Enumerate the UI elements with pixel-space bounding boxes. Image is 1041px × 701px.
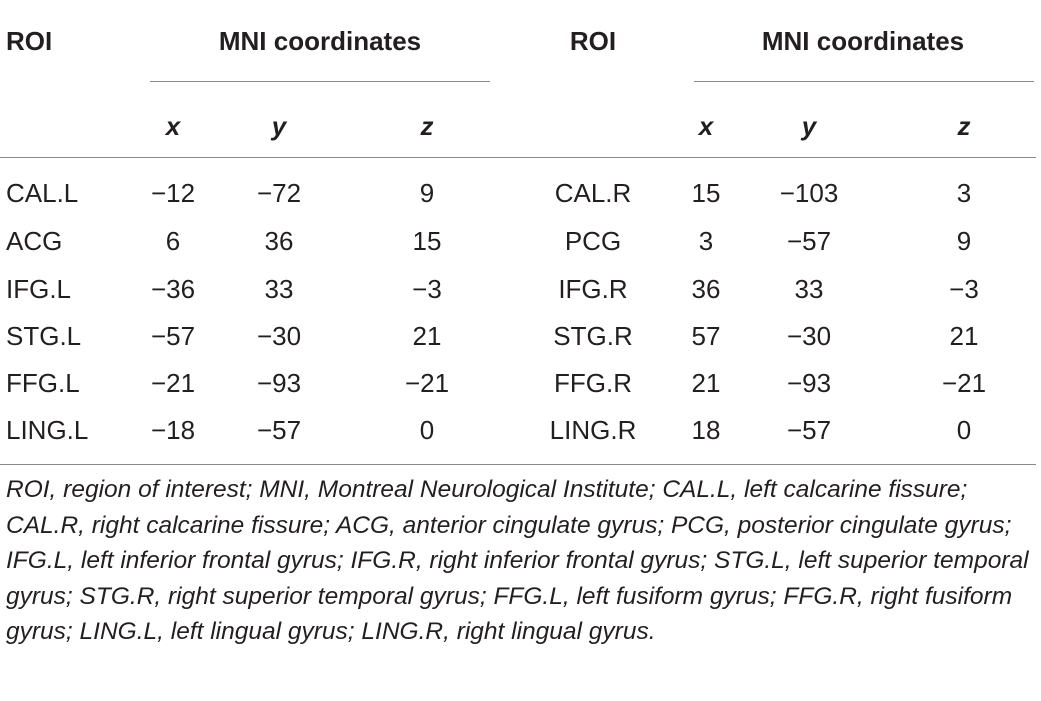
coord-right-x-cell: 18 [691,415,721,445]
coord-right-z-cell: −21 [941,368,987,398]
roi-left-cell: CAL.L [6,178,79,208]
coord-left-z-cell: 15 [412,226,442,256]
roi-left-cell: STG.L [6,321,82,351]
coord-right-y-cell: −57 [786,226,832,256]
coord-left-y-cell: 33 [264,274,294,304]
coord-right-x-cell: 15 [691,178,721,208]
coord-left-z-cell: 0 [419,415,435,445]
coord-left-z-cell: 21 [412,321,442,351]
roi-right-cell: CAL.R [554,178,632,208]
mni-left-underline [150,81,490,82]
roi-right-cell: FFG.R [554,368,632,398]
coord-right-z-cell: 0 [956,415,972,445]
coord-right-z-cell: −3 [949,274,979,304]
coord-left-y-cell: 36 [264,226,294,256]
roi-left-cell: FFG.L [6,368,80,398]
header-roi-left: ROI [6,26,53,56]
coord-left-x-cell: −21 [150,368,196,398]
coord-left-y-cell: −30 [256,321,302,351]
mni-right-underline [694,81,1034,82]
coord-right-y-cell: −103 [779,178,839,208]
coord-left-x-cell: −12 [150,178,196,208]
coord-left-z-cell: 9 [419,178,435,208]
table-footnote: ROI, region of interest; MNI, Montreal N… [6,476,1029,645]
coord-left-x-cell: −57 [150,321,196,351]
coord-right-x-cell: 21 [691,368,721,398]
coord-left-z-cell: −3 [412,274,442,304]
roi-right-cell: STG.R [553,321,633,351]
axis-z-left: z [420,111,434,141]
roi-left-cell: LING.L [6,415,89,445]
coord-right-z-cell: 21 [949,321,979,351]
coord-right-x-cell: 36 [691,274,721,304]
header-mni-right: MNI coordinates [761,26,965,56]
coord-right-y-cell: −30 [786,321,832,351]
coord-left-x-cell: 6 [165,226,181,256]
axis-y-left: y [271,111,287,141]
table-bottom-rule [0,464,1036,465]
coord-right-x-cell: 3 [698,226,714,256]
header-bottom-rule [0,157,1036,158]
coord-left-y-cell: −93 [256,368,302,398]
roi-right-cell: IFG.R [558,274,628,304]
roi-left-cell: ACG [6,226,63,256]
coord-left-x-cell: −18 [150,415,196,445]
axis-y-right: y [801,111,817,141]
coord-right-z-cell: 9 [956,226,972,256]
coord-left-y-cell: −57 [256,415,302,445]
axis-z-right: z [957,111,971,141]
coord-left-x-cell: −36 [150,274,196,304]
coord-right-y-cell: −93 [786,368,832,398]
coord-right-x-cell: 57 [691,321,721,351]
roi-left-cell: IFG.L [6,274,72,304]
coord-right-y-cell: −57 [786,415,832,445]
coord-right-z-cell: 3 [956,178,972,208]
roi-right-cell: PCG [564,226,622,256]
coord-left-z-cell: −21 [404,368,450,398]
header-roi-right: ROI [569,26,617,56]
axis-x-right: x [698,111,714,141]
coord-right-y-cell: 33 [794,274,824,304]
roi-right-cell: LING.R [549,415,637,445]
coord-left-y-cell: −72 [256,178,302,208]
header-mni-left: MNI coordinates [218,26,422,56]
axis-x-left: x [165,111,181,141]
